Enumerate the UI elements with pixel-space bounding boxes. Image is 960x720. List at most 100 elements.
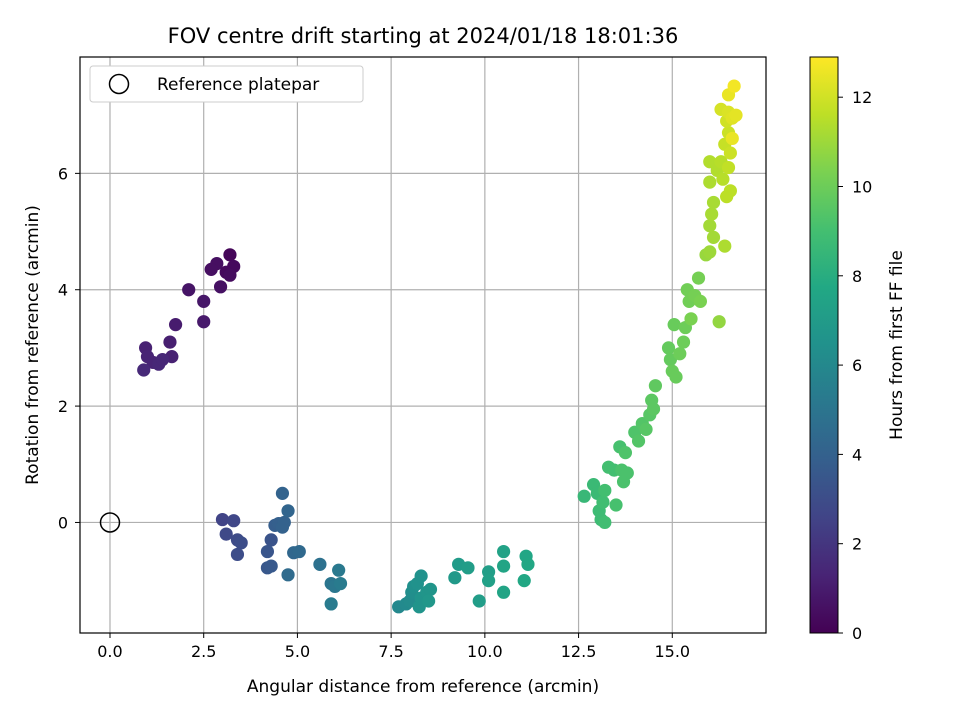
data-point xyxy=(204,262,218,276)
data-point xyxy=(260,544,275,559)
data-point xyxy=(223,268,237,282)
data-point xyxy=(215,512,230,527)
data-point xyxy=(277,515,291,530)
colorbar-label: Hours from first FF file xyxy=(887,250,907,440)
reference-point xyxy=(99,512,121,533)
data-point xyxy=(422,594,436,608)
data-point xyxy=(598,515,612,530)
y-axis-ticks: 0 2 4 6 xyxy=(58,164,80,532)
colorbar-tick-label: 2 xyxy=(852,535,862,554)
data-point xyxy=(197,315,211,329)
data-point xyxy=(264,533,278,547)
colorbar-tick-label: 6 xyxy=(852,356,862,375)
data-point xyxy=(219,527,233,541)
colorbar-ticks: 0 2 4 6 8 10 12 xyxy=(838,88,872,643)
data-point xyxy=(648,379,663,393)
colorbar-tick-label: 10 xyxy=(852,177,872,196)
data-point xyxy=(292,544,306,559)
colorbar-tick-label: 8 xyxy=(852,267,862,286)
data-point xyxy=(596,495,610,509)
data-point xyxy=(517,574,531,588)
data-point xyxy=(729,108,743,122)
data-point xyxy=(521,557,535,571)
grid-lines xyxy=(80,57,766,633)
data-point xyxy=(667,318,681,332)
data-point xyxy=(496,559,511,573)
data-point xyxy=(213,280,228,294)
data-point xyxy=(234,536,248,550)
data-point xyxy=(727,79,741,93)
data-point xyxy=(639,422,653,436)
x-axis-label: Angular distance from reference (arcmin) xyxy=(247,677,599,697)
data-point xyxy=(332,563,346,577)
data-point xyxy=(669,370,683,384)
data-point xyxy=(448,571,462,585)
data-point xyxy=(706,230,721,244)
data-point xyxy=(691,271,706,285)
x-tick-label: 10.0 xyxy=(467,642,503,661)
data-point xyxy=(703,175,717,189)
data-point xyxy=(693,294,707,308)
legend-reference-marker xyxy=(108,73,130,95)
x-tick-label: 15.0 xyxy=(654,642,690,661)
data-point xyxy=(137,363,151,377)
legend-box xyxy=(89,65,364,103)
data-point xyxy=(718,239,732,253)
colorbar-gradient xyxy=(809,56,839,634)
data-point xyxy=(661,341,676,355)
data-point xyxy=(281,568,295,582)
data-point xyxy=(706,195,721,210)
data-point xyxy=(703,219,717,233)
data-point xyxy=(223,248,237,262)
data-point xyxy=(230,547,245,562)
data-point xyxy=(461,561,475,575)
data-point xyxy=(723,184,737,198)
data-point xyxy=(598,483,612,498)
data-point xyxy=(721,160,736,175)
data-points xyxy=(137,79,743,614)
data-point xyxy=(227,514,241,528)
y-tick-label: 4 xyxy=(58,281,68,300)
colorbar-tick-label: 0 xyxy=(852,624,862,643)
x-tick-label: 12.5 xyxy=(561,642,597,661)
colorbar: 0 2 4 6 8 10 12 Hours from first FF file xyxy=(809,56,907,643)
data-point xyxy=(620,466,634,480)
data-point xyxy=(313,557,327,571)
data-point xyxy=(324,597,338,611)
colorbar-tick-label: 4 xyxy=(852,445,862,464)
colorbar-tick-label: 12 xyxy=(852,88,872,107)
data-point xyxy=(333,576,348,591)
data-point xyxy=(703,245,717,259)
data-point xyxy=(676,335,691,349)
data-point xyxy=(264,559,278,573)
chart-title: FOV centre drift starting at 2024/01/18 … xyxy=(168,24,679,48)
data-point xyxy=(716,172,730,186)
legend-label: Reference platepar xyxy=(157,75,319,95)
data-point xyxy=(631,434,646,448)
data-point xyxy=(275,486,290,500)
data-point xyxy=(482,574,496,588)
data-point xyxy=(725,131,739,146)
data-point xyxy=(673,347,687,361)
plot-frame xyxy=(79,56,767,634)
data-point xyxy=(197,294,211,308)
data-point xyxy=(423,582,438,596)
data-point xyxy=(705,207,719,221)
data-point xyxy=(496,544,511,559)
data-point xyxy=(155,352,170,367)
x-tick-label: 5.0 xyxy=(285,642,310,661)
data-point xyxy=(646,402,661,416)
reference-marker xyxy=(99,512,121,533)
data-point xyxy=(703,155,717,169)
data-point xyxy=(618,446,633,460)
y-tick-label: 6 xyxy=(58,164,68,183)
y-tick-label: 2 xyxy=(58,397,68,416)
data-point xyxy=(281,504,295,518)
data-point xyxy=(712,315,726,329)
data-point xyxy=(414,569,428,583)
data-point xyxy=(723,146,737,160)
data-point xyxy=(577,489,591,503)
data-point xyxy=(496,585,511,599)
x-tick-label: 7.5 xyxy=(378,642,403,661)
